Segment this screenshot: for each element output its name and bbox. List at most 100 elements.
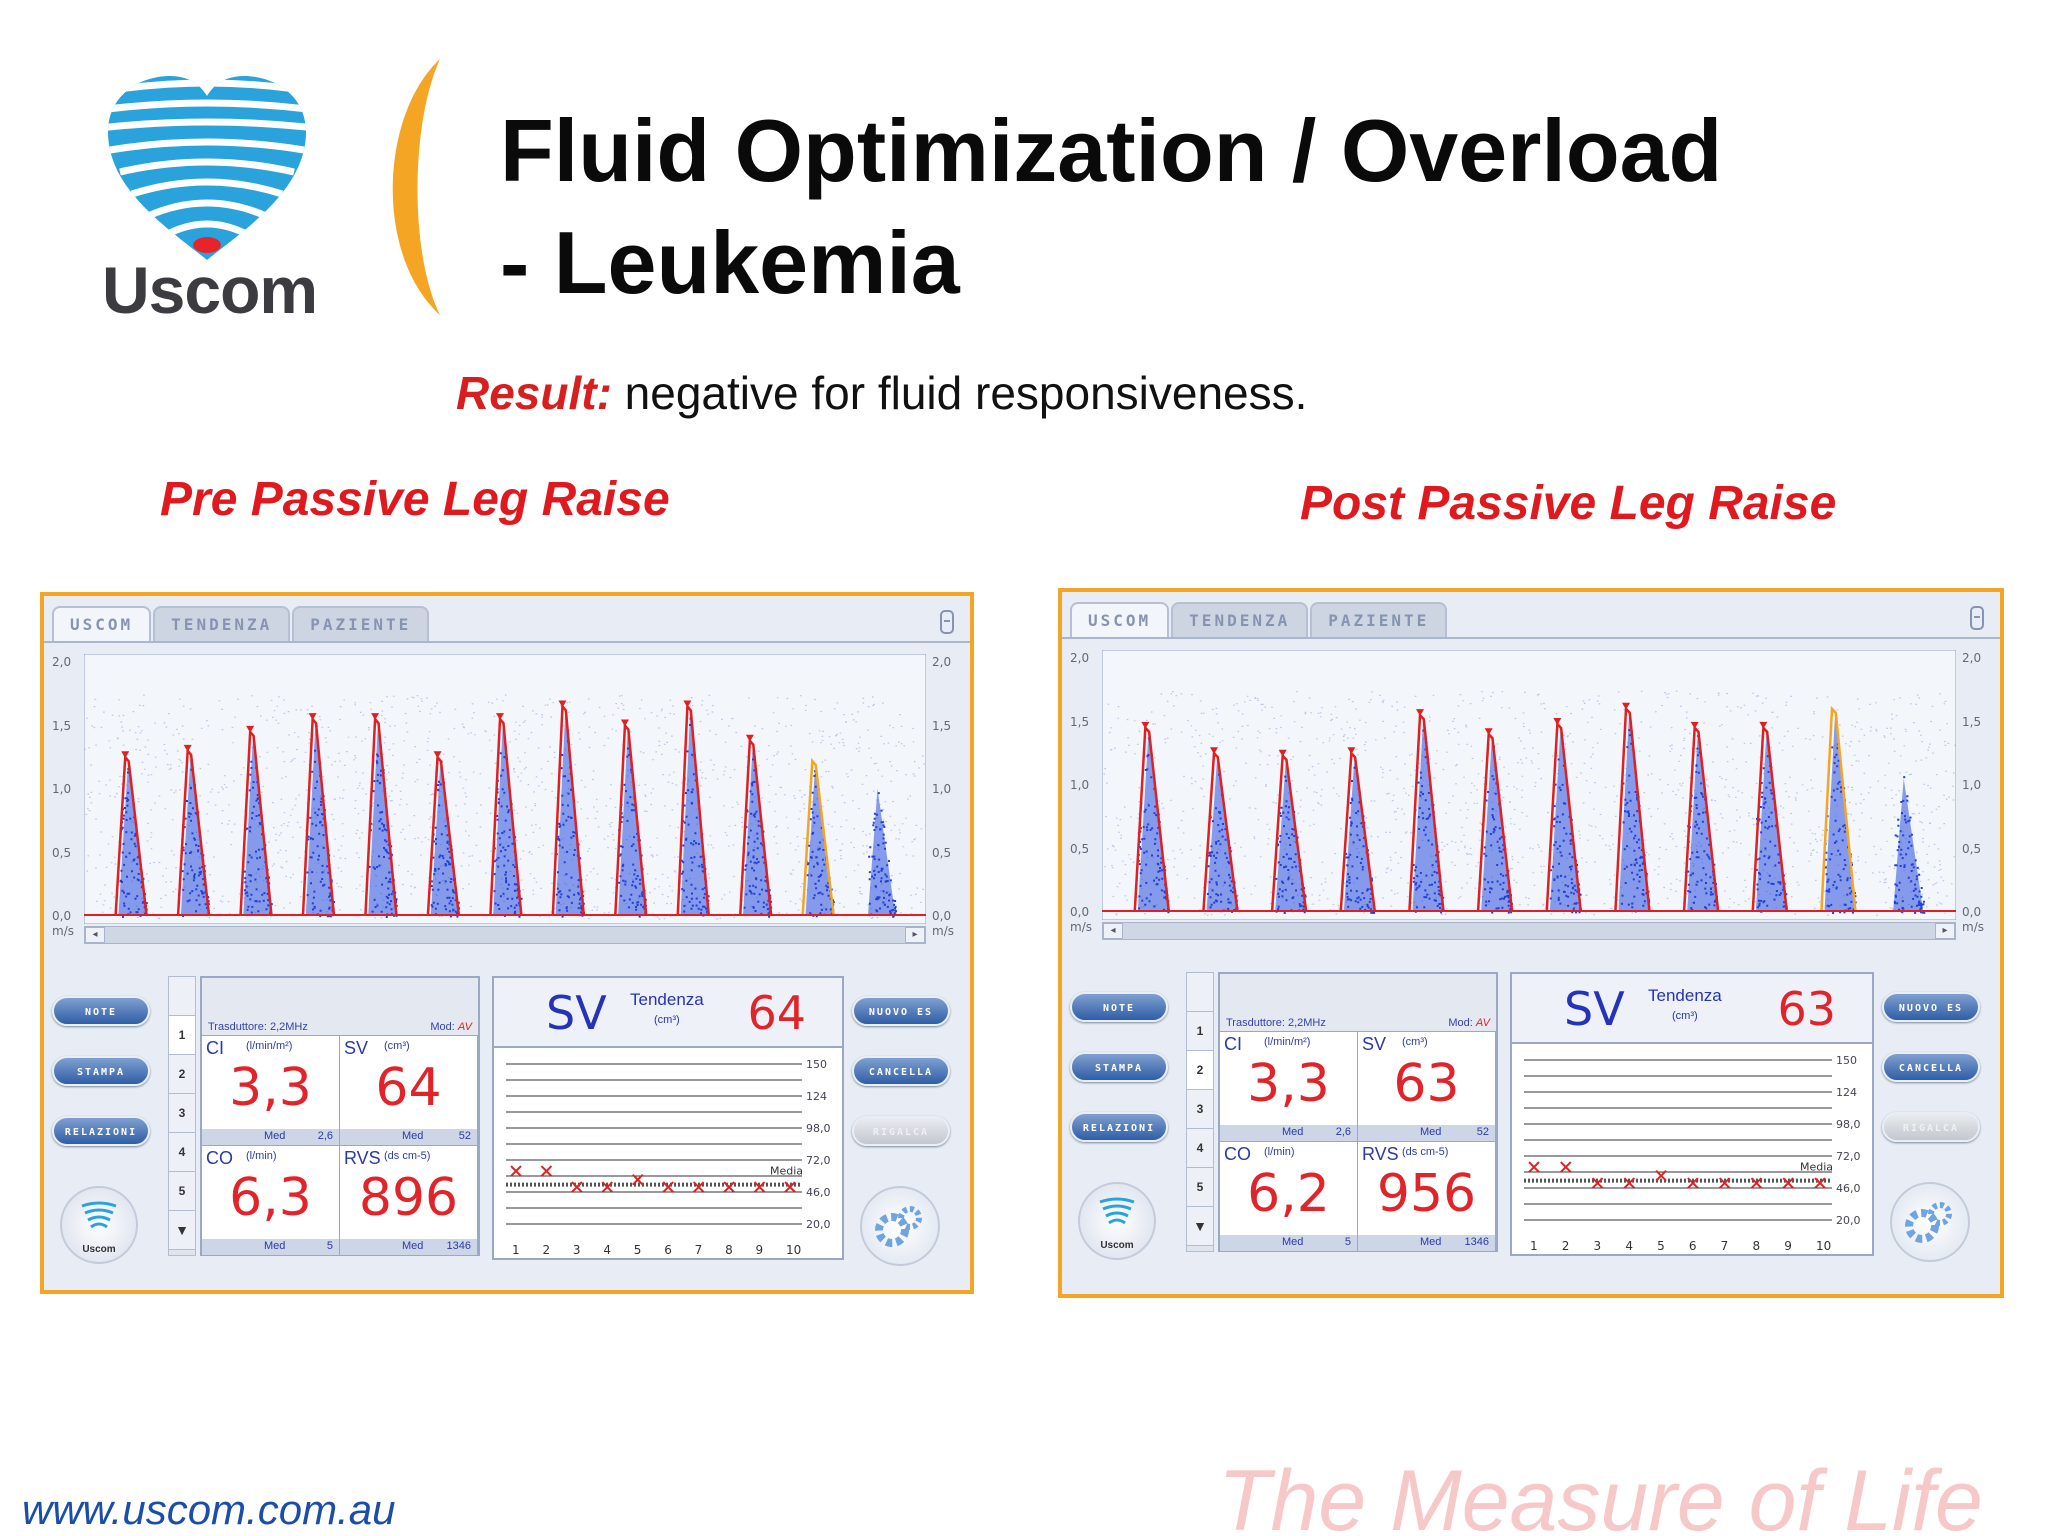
trend-unit: (cm³) [1672,1010,1698,1022]
button-cancella[interactable]: CANCELLA [1882,1052,1980,1082]
scroll-right-icon[interactable]: ▸ [905,927,925,943]
beat-item-3[interactable]: 3 [1187,1090,1213,1129]
settings-gear-icon[interactable] [860,1186,940,1266]
beat-9-peak-marker [620,719,629,727]
y-label-right: 0,0 [1962,905,1982,919]
probe-label: Trasduttore: 2,2MHz [208,1021,308,1033]
beat-7-envelope [1545,721,1583,912]
button-nuovo-es[interactable]: NUOVO ES [852,996,950,1026]
measure-median: Med 52 [340,1129,477,1145]
scroll-left-icon[interactable]: ◂ [85,927,105,943]
trend-point-9 [1782,1177,1794,1189]
measure-ci[interactable]: CI (l/min/m²) 3,3 Med 2,6 [202,1036,340,1146]
tab-tendenza[interactable]: TENDENZA [153,606,291,642]
trace-scrollbar[interactable]: ◂ ▸ [84,926,926,944]
trend-x-label: 4 [1625,1239,1633,1253]
beat-8-spectrum [555,712,584,916]
measure-co[interactable]: CO (l/min) 6,2 Med 5 [1220,1142,1358,1252]
beat-6-spectrum [430,763,459,916]
uscom-logo-icon [108,76,306,260]
beat-11-spectrum [1824,714,1855,912]
measure-rvs[interactable]: RVS (ds cm-5) 896 Med 1346 [340,1146,478,1256]
measure-rvs[interactable]: RVS (ds cm-5) 956 Med 1346 [1358,1142,1496,1252]
beat-7-peak-marker [1553,718,1562,726]
trend-x-label: 10 [786,1243,801,1257]
lock-icon[interactable] [1970,606,1984,630]
caption-pre: Pre Passive Leg Raise [160,473,670,526]
button-relazioni[interactable]: RELAZIONI [1070,1112,1168,1142]
caption-post: Post Passive Leg Raise [1300,477,1837,530]
scroll-right-icon[interactable]: ▸ [1935,923,1955,939]
beat-list-down-icon[interactable]: ▼ [1187,1207,1213,1246]
trend-x-label: 3 [573,1243,581,1257]
trend-scale-label: 150 [806,1058,827,1071]
trace-scrollbar[interactable]: ◂ ▸ [1102,922,1956,940]
button-rigalca: RIGALCA [1882,1112,1980,1142]
measure-value: 896 [358,1168,459,1228]
tab-bar: USCOM TENDENZA PAZIENTE [52,606,431,642]
beat-item-1[interactable]: 1 [1187,1012,1213,1051]
measure-co[interactable]: CO (l/min) 6,3 Med 5 [202,1146,340,1256]
lock-icon[interactable] [940,610,954,634]
beat-item-2[interactable]: 2 [1187,1051,1213,1090]
measure-name: CI [1224,1034,1242,1054]
result-label: Result: [456,367,612,419]
tab-paziente[interactable]: PAZIENTE [292,606,430,642]
beat-item-1[interactable]: 1 [169,1016,195,1055]
round-logo-label: Uscom [82,1244,116,1255]
page-title: Fluid Optimization / Overload - Leukemia [500,95,1722,319]
footer-url[interactable]: www.uscom.com.au [22,1486,396,1533]
button-note[interactable]: NOTE [52,996,150,1026]
tab-uscom[interactable]: USCOM [52,606,152,642]
beat-item-4[interactable]: 4 [169,1133,195,1172]
measure-unit: (l/min) [246,1150,277,1162]
button-note[interactable]: NOTE [1070,992,1168,1022]
beat-item-5[interactable]: 5 [1187,1168,1213,1207]
tab-tendenza[interactable]: TENDENZA [1171,602,1309,638]
beat-6-spectrum [1481,740,1512,912]
beat-10-envelope [676,703,710,916]
trend-point-9 [753,1181,766,1193]
beat-10-peak-marker [683,700,692,708]
trend-scale-label: 46,0 [806,1186,831,1199]
measure-value: 6,2 [1247,1164,1330,1224]
uscom-round-logo-icon[interactable]: Uscom [1078,1182,1156,1260]
beat-11-speckle [1824,743,1857,914]
trend-point-5 [632,1173,644,1186]
button-cancella[interactable]: CANCELLA [852,1056,950,1086]
measure-sv[interactable]: SV (cm³) 64 Med 52 [340,1036,478,1146]
beat-item-5[interactable]: 5 [169,1172,195,1211]
y-label-right: 2,0 [932,655,952,669]
beat-list-down-icon[interactable]: ▼ [169,1211,195,1250]
measure-unit: (ds cm-5) [384,1150,431,1162]
beat-item-3[interactable]: 3 [169,1094,195,1133]
tab-paziente[interactable]: PAZIENTE [1310,602,1448,638]
beat-item-2[interactable]: 2 [169,1055,195,1094]
beat-10-peak-marker [1759,721,1768,729]
button-stampa[interactable]: STAMPA [1070,1052,1168,1082]
scroll-left-icon[interactable]: ◂ [1103,923,1123,939]
beat-2-peak-marker [1210,747,1219,755]
button-nuovo-es[interactable]: NUOVO ES [1882,992,1980,1022]
heart-icon [1099,1197,1135,1225]
button-rigalca: RIGALCA [852,1116,950,1146]
beat-3-spectrum [1275,761,1306,912]
settings-gear-icon[interactable] [1890,1182,1970,1262]
tab-uscom[interactable]: USCOM [1070,602,1170,638]
median-label: Med [1420,1236,1442,1248]
measure-ci[interactable]: CI (l/min/m²) 3,3 Med 2,6 [1220,1032,1358,1142]
measure-value: 64 [375,1058,442,1118]
trend-value: 64 [747,986,806,1040]
beat-1-peak-marker [121,751,130,759]
beat-6-peak-marker [433,751,442,759]
trend-x-label: 2 [542,1243,550,1257]
trend-x-label: 5 [634,1243,642,1257]
beat-8-spectrum [1618,714,1649,912]
trend-x-label: 7 [1721,1239,1729,1253]
measure-sv[interactable]: SV (cm³) 63 Med 52 [1358,1032,1496,1142]
beat-2-peak-marker [183,744,192,752]
beat-item-4[interactable]: 4 [1187,1129,1213,1168]
button-relazioni[interactable]: RELAZIONI [52,1116,150,1146]
uscom-round-logo-icon[interactable]: Uscom [60,1186,138,1264]
button-stampa[interactable]: STAMPA [52,1056,150,1086]
